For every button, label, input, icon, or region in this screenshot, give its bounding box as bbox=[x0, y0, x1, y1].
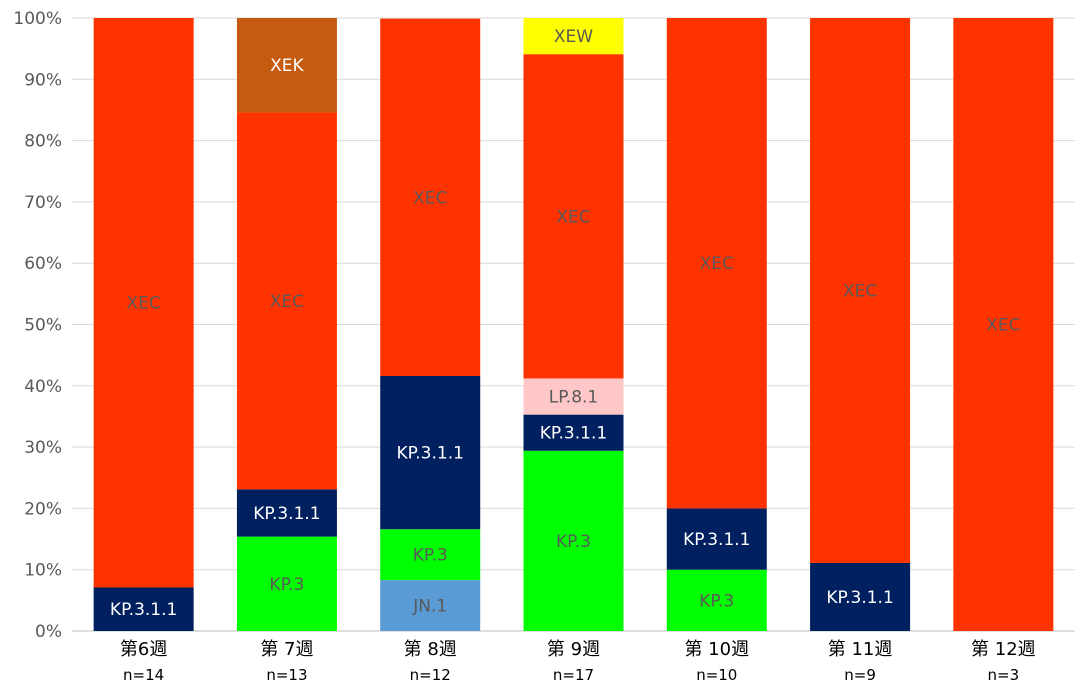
x-category-label: 第6週 bbox=[120, 639, 167, 660]
segment-label: KP.3.1.1 bbox=[540, 424, 607, 444]
segment-label: JN.1 bbox=[412, 597, 447, 617]
segment-label: KP.3.1.1 bbox=[110, 600, 177, 620]
segment-label: XEK bbox=[270, 56, 304, 76]
segment-label: XEW bbox=[554, 27, 593, 47]
bar-segment bbox=[666, 569, 767, 631]
y-tick-label: 70% bbox=[24, 193, 62, 213]
x-category-label: 第 10週 bbox=[684, 639, 749, 660]
bar-segment bbox=[380, 375, 481, 530]
x-sample-size-label: n=13 bbox=[266, 666, 307, 684]
bar-segment bbox=[236, 112, 337, 490]
bar-segment bbox=[236, 18, 337, 113]
bar-segment bbox=[523, 54, 624, 379]
segment-label: XEC bbox=[270, 292, 304, 312]
x-sample-size-label: n=3 bbox=[988, 666, 1020, 684]
segment-label: XEC bbox=[413, 188, 447, 208]
y-tick-label: 30% bbox=[24, 438, 62, 458]
x-category-label: 第 11週 bbox=[828, 639, 893, 660]
segment-label: KP.3 bbox=[413, 546, 448, 566]
x-sample-size-label: n=10 bbox=[696, 666, 737, 684]
x-category-label: 第 8週 bbox=[404, 639, 457, 660]
segment-label: LP.8.1 bbox=[549, 388, 599, 408]
bar-segment bbox=[380, 18, 481, 376]
bar-segment bbox=[523, 450, 624, 631]
segment-label: KP.3 bbox=[699, 591, 734, 611]
bar-segment bbox=[810, 562, 911, 631]
segment-label: KP.3.1.1 bbox=[826, 588, 893, 608]
bar-segment bbox=[380, 529, 481, 581]
segment-label: XEC bbox=[127, 294, 161, 314]
y-tick-label: 50% bbox=[24, 316, 62, 336]
segment-label: KP.3.1.1 bbox=[397, 444, 464, 464]
bar-segment bbox=[523, 18, 624, 55]
bar-segment bbox=[666, 508, 767, 570]
x-sample-size-label: n=9 bbox=[844, 666, 876, 684]
bar-segment bbox=[380, 580, 481, 631]
segment-label: XEC bbox=[986, 316, 1020, 336]
bar-segment bbox=[666, 18, 767, 509]
segment-label: XEC bbox=[556, 207, 590, 227]
segment-label: KP.3 bbox=[269, 575, 304, 595]
y-tick-label: 0% bbox=[35, 622, 62, 642]
x-sample-size-label: n=14 bbox=[123, 666, 164, 684]
bar-segment bbox=[810, 18, 911, 563]
segment-label: XEC bbox=[843, 281, 877, 301]
x-category-label: 第 12週 bbox=[971, 639, 1036, 660]
bar-segment bbox=[523, 378, 624, 415]
x-sample-size-label: n=17 bbox=[553, 666, 594, 684]
y-tick-label: 100% bbox=[13, 9, 62, 29]
y-tick-label: 90% bbox=[24, 70, 62, 90]
segment-label: XEC bbox=[700, 254, 734, 274]
bar-segment bbox=[236, 536, 337, 631]
x-sample-size-label: n=12 bbox=[410, 666, 451, 684]
bar-segment bbox=[93, 18, 194, 588]
bar-segment bbox=[93, 587, 194, 631]
segment-label: KP.3.1.1 bbox=[253, 504, 320, 524]
x-category-label: 第 9週 bbox=[547, 639, 600, 660]
y-tick-label: 80% bbox=[24, 132, 62, 152]
bar-segment bbox=[523, 414, 624, 451]
bar-segment bbox=[953, 18, 1054, 631]
y-tick-label: 60% bbox=[24, 254, 62, 274]
segment-label: KP.3 bbox=[556, 532, 591, 552]
segment-label: KP.3.1.1 bbox=[683, 530, 750, 550]
x-category-label: 第 7週 bbox=[260, 639, 313, 660]
bar-segment bbox=[236, 489, 337, 537]
y-tick-label: 10% bbox=[24, 561, 62, 581]
y-tick-label: 40% bbox=[24, 377, 62, 397]
y-tick-label: 20% bbox=[24, 499, 62, 519]
